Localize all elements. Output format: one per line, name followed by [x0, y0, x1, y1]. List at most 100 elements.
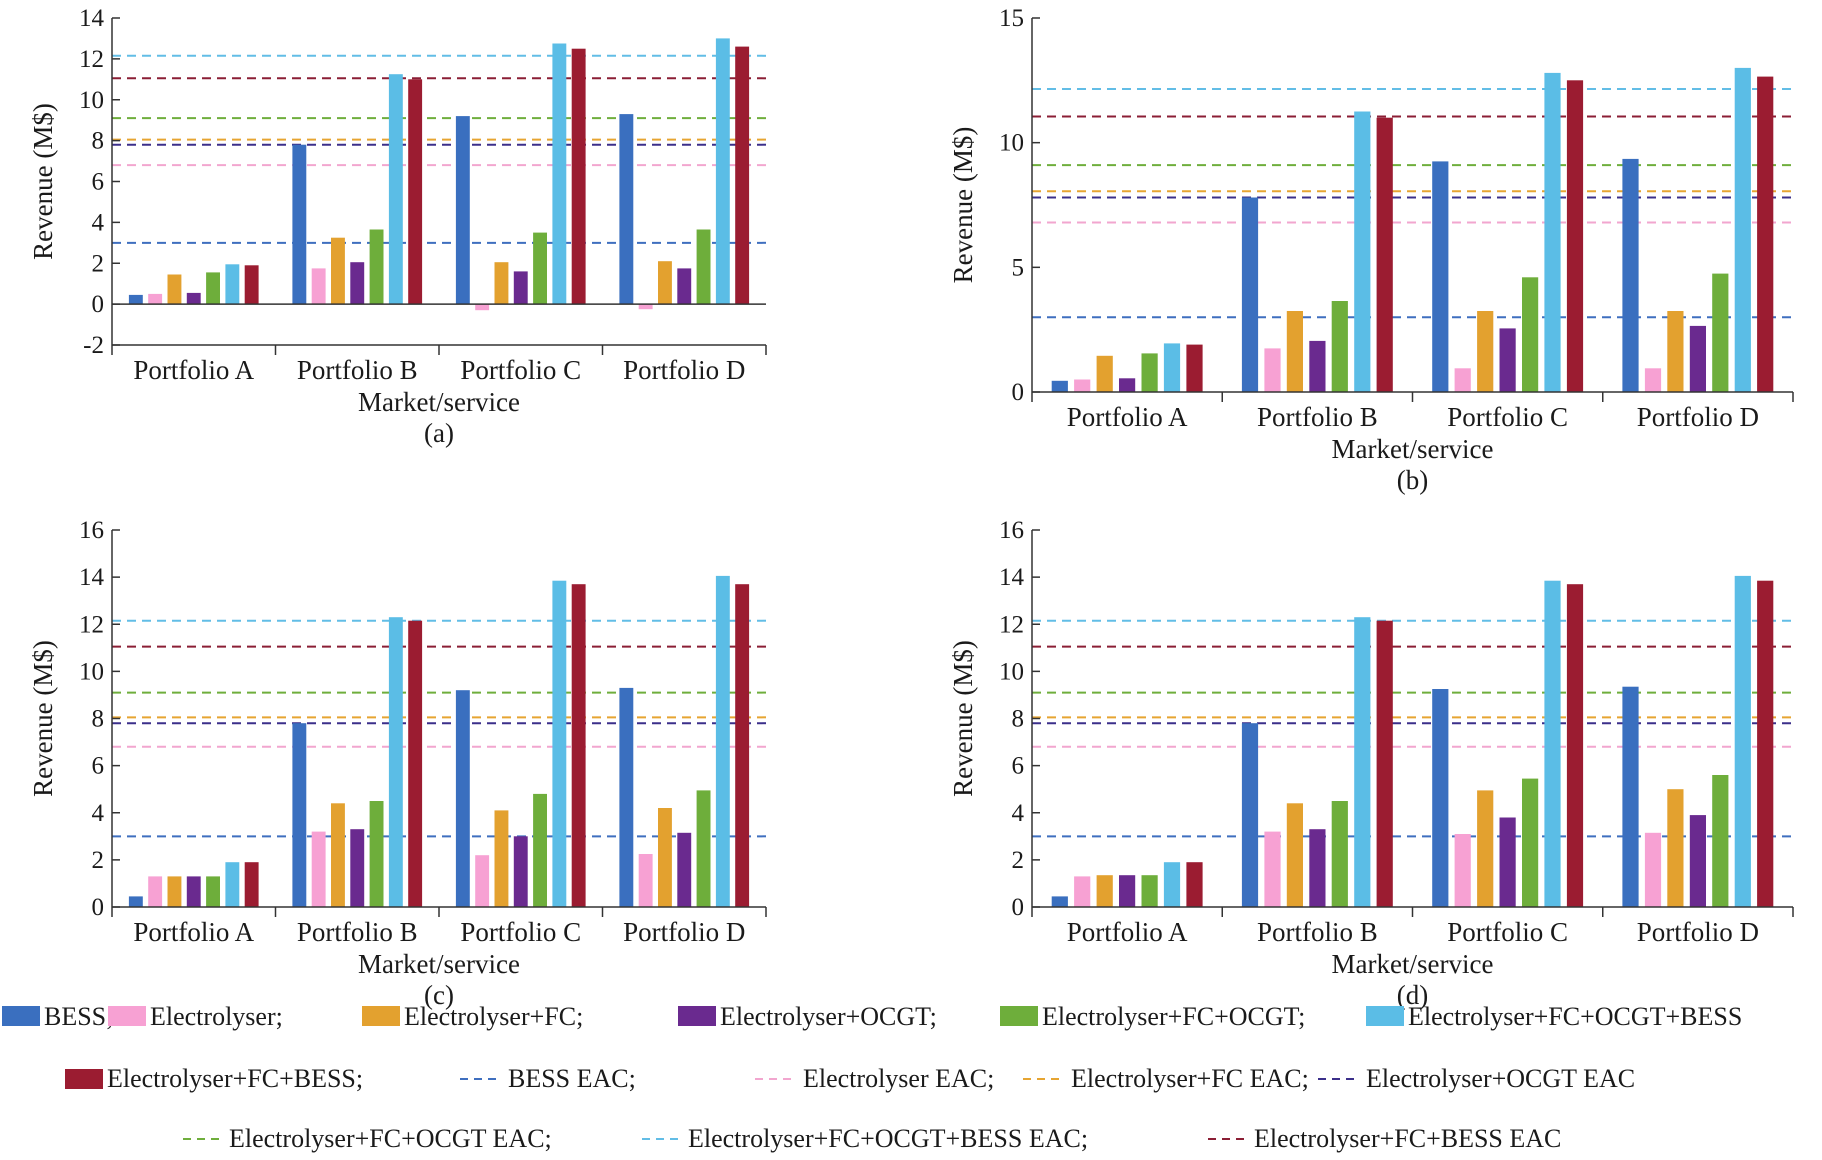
bar-electrolyser-fc-bess-portfolio-b	[408, 620, 423, 907]
bar-bess-portfolio-d	[619, 114, 634, 305]
bar-electrolyser-fc-ocgt-bess-portfolio-d	[715, 575, 730, 907]
y-axis-title: Revenue (M$)	[948, 640, 978, 797]
bar-electrolyser-fc-ocgt-portfolio-d	[1712, 775, 1729, 907]
bar-electrolyser-ocgt-portfolio-a	[1119, 378, 1136, 392]
legend-label-electrolyser-ocgt-eac: Electrolyser+OCGT EAC	[1366, 1064, 1635, 1093]
y-tick-label: -2	[83, 332, 104, 359]
bar-bess-portfolio-a	[128, 896, 143, 907]
bar-bess-portfolio-a	[1051, 896, 1068, 907]
bar-bess-portfolio-b	[1241, 197, 1259, 392]
bar-electrolyser-fc-ocgt-bess-portfolio-c	[1544, 580, 1561, 907]
bar-electrolyser-fc-ocgt-portfolio-b	[369, 801, 384, 907]
legend-label-electrolyser-fc-ocgt: Electrolyser+FC+OCGT;	[1042, 1002, 1305, 1031]
x-tick-label: Portfolio A	[1067, 917, 1188, 947]
bar-electrolyser-fc-portfolio-c	[1477, 790, 1494, 907]
bar-electrolyser-portfolio-b	[1264, 831, 1281, 907]
bar-bess-portfolio-d	[619, 687, 634, 907]
bar-electrolyser-fc-bess-portfolio-b	[1376, 117, 1393, 392]
bar-electrolyser-ocgt-portfolio-b	[350, 829, 365, 907]
bar-electrolyser-fc-ocgt-portfolio-a	[1141, 875, 1158, 907]
chart-panel-c: 0 2 4 6 8 10 12 14 16 Portfolio A Portfolio B Portf…	[28, 517, 767, 1010]
bar-electrolyser-fc-portfolio-a	[167, 274, 182, 305]
legend-swatch-electrolyser	[108, 1006, 146, 1026]
bar-electrolyser-fc-ocgt-bess-portfolio-c	[552, 43, 567, 305]
bar-electrolyser-fc-portfolio-c	[494, 810, 509, 907]
bar-electrolyser-portfolio-b	[311, 831, 326, 907]
bar-electrolyser-fc-ocgt-portfolio-b	[1331, 801, 1348, 907]
bar-bess-portfolio-b	[292, 144, 307, 305]
x-tick-label: Portfolio A	[133, 917, 254, 947]
bar-electrolyser-fc-bess-portfolio-c	[1566, 80, 1584, 393]
bar-electrolyser-fc-ocgt-bess-portfolio-a	[1163, 343, 1181, 392]
bar-electrolyser-fc-ocgt-bess-portfolio-d	[715, 38, 730, 305]
x-axis-title: Market/service	[1332, 434, 1494, 464]
bar-electrolyser-ocgt-portfolio-d	[677, 832, 692, 907]
y-tick-label: 12	[999, 611, 1024, 638]
x-tick-label: Portfolio D	[623, 917, 745, 947]
x-tick-label: Portfolio B	[1257, 402, 1378, 432]
bar-bess-portfolio-c	[455, 116, 470, 305]
y-tick-label: 2	[92, 250, 105, 277]
bar-electrolyser-ocgt-portfolio-d	[1689, 815, 1706, 907]
y-tick-label: 6	[92, 169, 105, 196]
bar-electrolyser-portfolio-a	[148, 876, 163, 907]
chart-legend: BESS; Electrolyser; Electrolyser+FC; Electr…	[2, 1002, 1742, 1153]
y-tick-label: 15	[999, 5, 1024, 32]
legend-label-electrolyser-eac: Electrolyser EAC;	[803, 1064, 994, 1093]
y-tick-label: 4	[1012, 800, 1025, 827]
bar-electrolyser-fc-ocgt-portfolio-c	[1522, 778, 1539, 907]
y-tick-label: 10	[999, 130, 1024, 157]
bar-electrolyser-fc-bess-portfolio-a	[1186, 862, 1203, 907]
y-tick-label: 16	[79, 517, 104, 544]
legend-swatch-electrolyser-ocgt	[678, 1006, 716, 1026]
legend-label-electrolyser-fc-bess: Electrolyser+FC+BESS;	[107, 1064, 363, 1093]
y-tick-label: 2	[92, 847, 105, 874]
y-tick-label: 6	[92, 753, 105, 780]
y-tick-label: 6	[1012, 753, 1025, 780]
bar-electrolyser-fc-ocgt-portfolio-a	[1141, 353, 1158, 392]
y-tick-label: 14	[79, 5, 105, 32]
bar-electrolyser-fc-portfolio-d	[658, 808, 672, 907]
bar-electrolyser-fc-bess-portfolio-d	[1757, 76, 1774, 392]
bar-electrolyser-fc-bess-portfolio-a	[1186, 344, 1203, 392]
bar-electrolyser-fc-ocgt-bess-portfolio-a	[225, 862, 240, 907]
legend-swatch-electrolyser-fc-bess	[65, 1069, 103, 1089]
x-axis-title: Market/service	[358, 949, 520, 979]
bar-electrolyser-ocgt-portfolio-d	[1689, 325, 1706, 392]
legend-swatch-electrolyser-fc-ocgt	[1000, 1006, 1038, 1026]
bar-electrolyser-portfolio-d	[1644, 368, 1662, 392]
bar-bess-portfolio-c	[1432, 689, 1449, 907]
bar-electrolyser-fc-ocgt-portfolio-a	[206, 876, 220, 907]
legend-label-electrolyser-fc-ocgt-bess-eac: Electrolyser+FC+OCGT+BESS EAC;	[688, 1124, 1088, 1153]
bar-electrolyser-fc-ocgt-bess-portfolio-a	[225, 264, 240, 305]
bar-electrolyser-portfolio-d	[638, 854, 653, 907]
bar-electrolyser-fc-bess-portfolio-c	[571, 584, 586, 907]
y-tick-label: 0	[92, 291, 105, 318]
bar-electrolyser-ocgt-portfolio-a	[1119, 875, 1136, 907]
bar-electrolyser-fc-ocgt-bess-portfolio-c	[1544, 72, 1561, 393]
panel-label: (b)	[1397, 465, 1428, 495]
chart-panels: -2 0 2 4 6 8 10 12 14 Portfolio A Portfolio B Portf…	[28, 5, 1794, 1010]
legend-label-bess-eac: BESS EAC;	[508, 1064, 636, 1093]
x-tick-label: Portfolio B	[297, 917, 418, 947]
bar-electrolyser-fc-bess-portfolio-d	[735, 46, 750, 305]
y-tick-label: 10	[79, 658, 104, 685]
x-tick-label: Portfolio B	[297, 355, 418, 385]
y-tick-label: 12	[79, 611, 104, 638]
bar-bess-portfolio-a	[128, 294, 143, 305]
bar-bess-portfolio-b	[292, 723, 307, 907]
bar-electrolyser-ocgt-portfolio-d	[677, 268, 692, 305]
bar-electrolyser-fc-portfolio-d	[1667, 789, 1684, 907]
legend-label-electrolyser-fc-bess-eac: Electrolyser+FC+BESS EAC	[1254, 1124, 1561, 1153]
bar-electrolyser-fc-ocgt-portfolio-c	[533, 793, 547, 907]
bar-electrolyser-fc-bess-portfolio-b	[408, 79, 423, 305]
bar-electrolyser-portfolio-b	[311, 268, 326, 305]
y-tick-label: 10	[999, 658, 1024, 685]
bar-electrolyser-fc-ocgt-portfolio-b	[1331, 301, 1348, 392]
bar-electrolyser-fc-bess-portfolio-a	[244, 265, 259, 305]
y-tick-label: 14	[999, 564, 1025, 591]
bar-electrolyser-fc-portfolio-b	[1286, 311, 1303, 392]
y-tick-label: 0	[92, 894, 105, 921]
y-axis-title: Revenue (M$)	[948, 127, 978, 284]
bar-electrolyser-ocgt-portfolio-b	[1309, 829, 1326, 907]
